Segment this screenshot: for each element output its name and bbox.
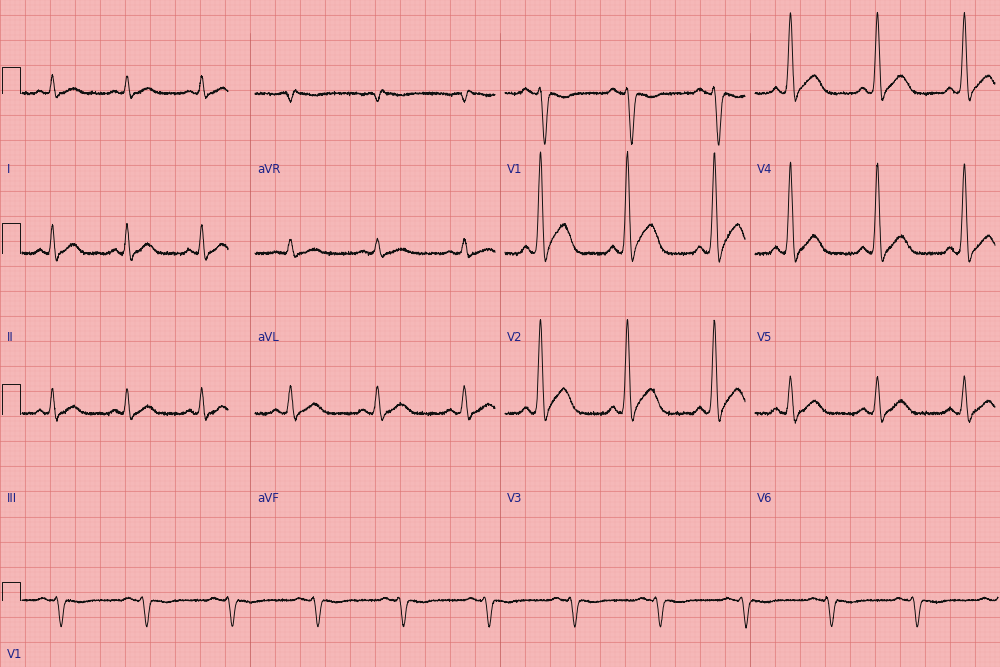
Text: aVF: aVF xyxy=(257,492,279,504)
Text: II: II xyxy=(7,331,14,344)
Text: III: III xyxy=(7,492,17,504)
Text: aVR: aVR xyxy=(257,163,280,175)
Text: I: I xyxy=(7,163,10,175)
Text: aVL: aVL xyxy=(257,331,279,344)
Text: V2: V2 xyxy=(507,331,522,344)
Text: V5: V5 xyxy=(757,331,772,344)
Text: V1: V1 xyxy=(507,163,522,175)
Text: V3: V3 xyxy=(507,492,522,504)
Text: V6: V6 xyxy=(757,492,772,504)
Text: V4: V4 xyxy=(757,163,772,175)
Text: V1: V1 xyxy=(7,648,22,661)
